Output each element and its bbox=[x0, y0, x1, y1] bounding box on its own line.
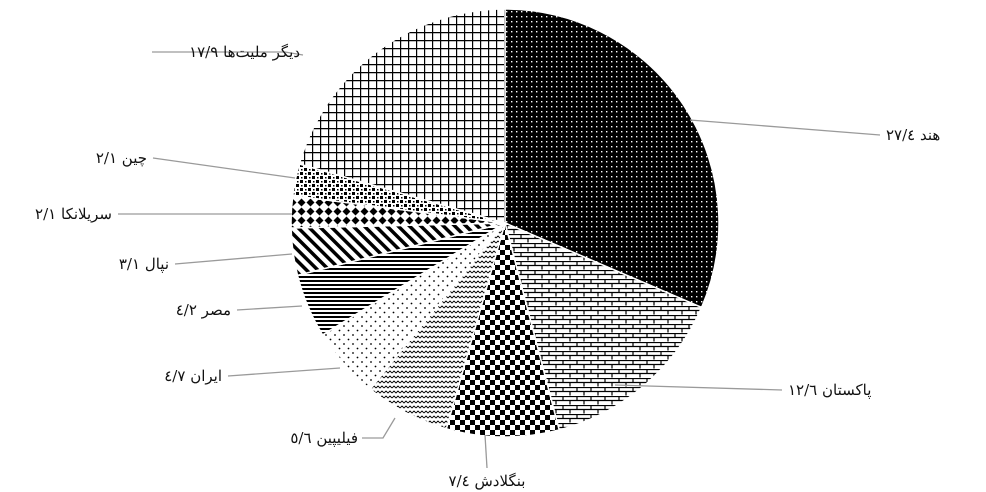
slice-name: هند bbox=[920, 126, 940, 144]
slice-label: نپال ۳/۱ bbox=[119, 255, 169, 273]
slice-value: ۳/۱ bbox=[119, 255, 145, 273]
slice-label: دیگر ملیت‌ها ۱۷/۹ bbox=[189, 43, 300, 61]
slice-name: مصر bbox=[201, 301, 231, 319]
leader-line bbox=[614, 384, 783, 391]
slice-value: ۱۲/٦ bbox=[788, 381, 822, 399]
leader-line bbox=[236, 305, 303, 311]
pie-slice bbox=[298, 8, 506, 224]
leader-line bbox=[362, 417, 396, 439]
slice-name: نپال bbox=[145, 255, 169, 273]
slice-label: سریلانکا ۲/۱ bbox=[35, 205, 112, 223]
slice-value: ٤/۲ bbox=[176, 301, 202, 319]
leader-line bbox=[152, 51, 304, 56]
pie-slice bbox=[445, 220, 561, 438]
slice-value: ۲/۱ bbox=[35, 205, 61, 223]
slice-value: ۲/۱ bbox=[96, 149, 122, 167]
slice-label: فیلیپین ٥/٦ bbox=[290, 429, 358, 447]
slice-name: فیلیپین bbox=[316, 429, 358, 447]
slice-value: ٥/٦ bbox=[290, 429, 316, 447]
slice-value: ٤/۷ bbox=[164, 367, 190, 385]
slice-name: دیگر ملیت‌ها bbox=[223, 43, 300, 61]
slice-value: ۷/٤ bbox=[449, 472, 475, 490]
slice-name: ایران bbox=[190, 367, 222, 385]
leader-line bbox=[152, 157, 296, 179]
leader-line bbox=[174, 253, 293, 265]
slice-value: ۱۷/۹ bbox=[189, 43, 223, 61]
slice-label: چین ۲/۱ bbox=[96, 149, 147, 167]
pie-slice bbox=[503, 221, 703, 431]
slice-label: ایران ٤/۷ bbox=[164, 367, 222, 385]
slice-name: پاکستان bbox=[822, 381, 871, 399]
slice-value: ۲۷/٤ bbox=[886, 126, 920, 144]
slice-label: هند ۲۷/٤ bbox=[886, 126, 940, 144]
leader-line bbox=[689, 119, 881, 136]
slice-label: پاکستان ۱۲/٦ bbox=[788, 381, 871, 399]
slice-label: مصر ٤/۲ bbox=[176, 301, 231, 319]
slice-label: بنگلادش ۷/٤ bbox=[449, 472, 526, 490]
leader-line bbox=[227, 367, 341, 377]
slice-name: سریلانکا bbox=[61, 205, 112, 223]
pie-slice bbox=[504, 8, 720, 309]
slice-name: بنگلادش bbox=[475, 472, 526, 490]
leader-line bbox=[484, 434, 488, 469]
slice-name: چین bbox=[122, 149, 147, 167]
